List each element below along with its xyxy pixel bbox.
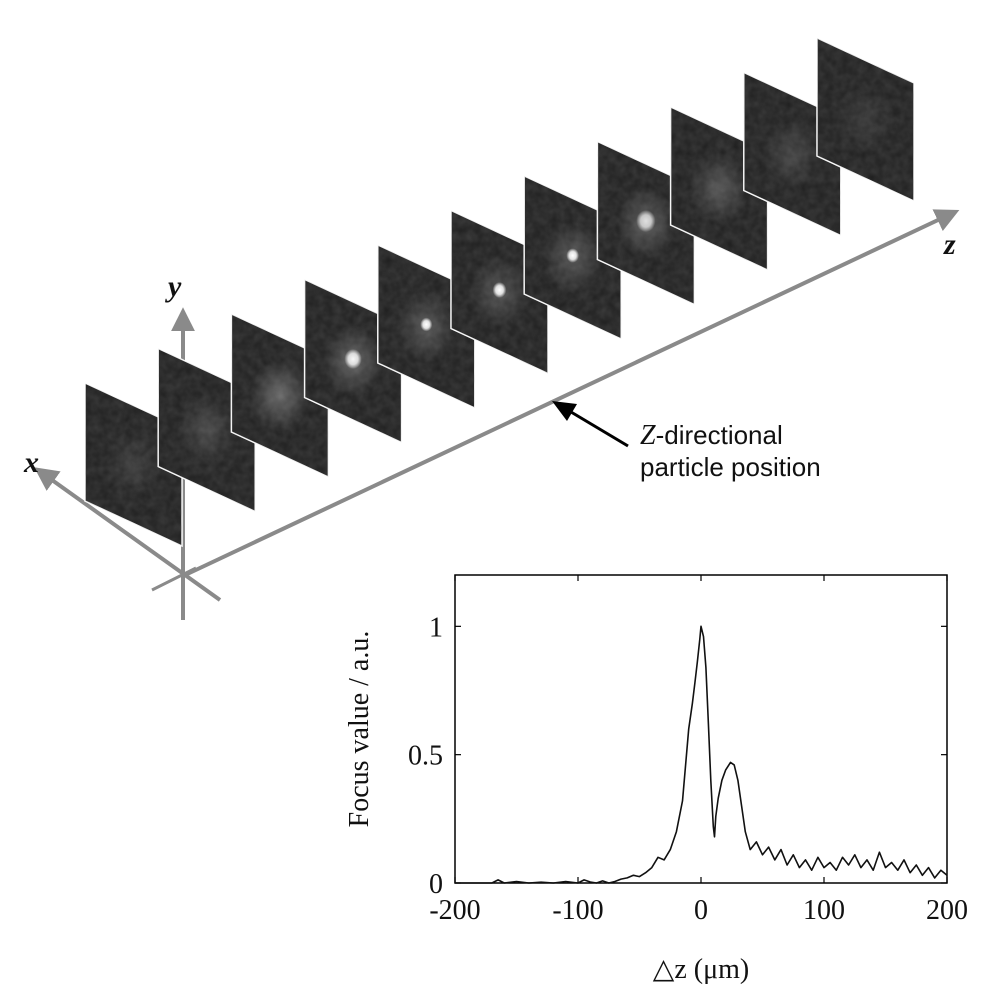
x-axis-title: △z (μm) [653,954,749,985]
x-ticks: -200 -100 0 100 200 [429,575,968,926]
annotation-text-line2: particle position [640,452,821,482]
y-tick-label: 0 [429,869,443,900]
focus-value-plot: -200 -100 0 100 200 00.51 △z (μm) Focus valu… [344,574,968,985]
x-tick-label: -200 [429,895,480,926]
slice-halo [176,394,237,466]
y-tick-label: 1 [429,612,443,643]
y-tick-label: 0.5 [408,741,443,772]
image-slices [84,36,915,548]
y-axis-title: Focus value / a.u. [344,631,375,828]
annotation-line1-rest: -directional [656,420,783,450]
x-tick-label: 200 [926,895,968,926]
image-slice [816,36,915,203]
slice-halo [103,428,164,501]
x-tick-label: -100 [552,895,603,926]
slice-bright-spot [636,209,656,233]
plot-frame [454,574,948,884]
z-axis-line [182,209,960,578]
x-axis-line [34,467,222,602]
slice-halo [249,359,310,432]
y-axis-label: y [165,270,182,303]
slice-halo [835,83,896,156]
particle-position-annotation: Z-directional particle position [552,401,821,482]
x-axis-label: x [23,446,39,479]
slice-halo [689,152,750,225]
annotation-arrow-line [565,407,629,448]
slice-bright-spot [492,282,507,298]
x-tick-label: 100 [803,895,845,926]
axis-cross-tick [151,566,197,592]
slice-halo [762,118,823,190]
z-axis-label: z [943,228,956,261]
annotation-z-italic: Z [640,420,656,451]
y-ticks: 00.51 [408,612,947,900]
annotation-arrowhead [552,401,577,421]
annotation-text-line1: Z-directional [640,420,783,451]
slice-bright-spot [566,248,579,263]
slice-bright-spot [420,317,433,332]
series-focus-value-line [455,625,948,884]
slice-bright-spot [344,348,362,370]
x-tick-label: 0 [694,895,708,926]
